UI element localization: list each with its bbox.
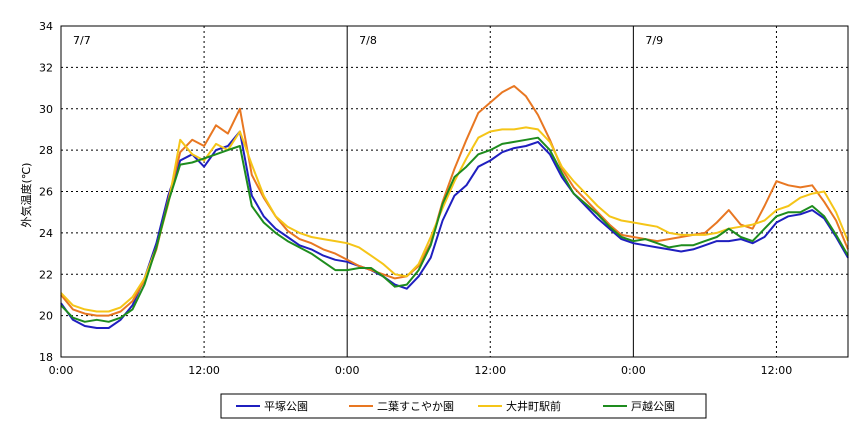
legend: 平塚公園 二葉すこやか園 大井町駅前 戸越公園 [236,399,675,413]
plot-area [60,25,849,358]
series-lines [60,85,849,329]
series-line-4 [60,136,849,323]
y-tick-label: 28 [39,144,53,157]
legend-label: 平塚公園 [264,400,308,413]
y-tick-label: 30 [39,103,53,116]
x-tick-label: 0:00 [335,364,360,377]
y-tick-label: 26 [39,186,53,199]
y-axis-label: 外気温度(℃) [19,163,33,228]
x-tick-label: 12:00 [188,364,220,377]
y-tick-labels: 18 20 22 24 26 28 30 32 34 [39,20,53,364]
series-line-2 [60,85,849,317]
legend-label: 戸越公園 [631,399,675,413]
day-label: 7/8 [359,34,377,47]
y-tick-label: 18 [39,351,53,364]
x-tick-label: 0:00 [621,364,646,377]
y-tick-label: 20 [39,310,53,323]
grid-lines [61,26,848,357]
y-tick-label: 22 [39,268,53,281]
y-tick-label: 32 [39,61,53,74]
day-labels: 7/7 7/8 7/9 [73,34,663,47]
y-tick-label: 34 [39,20,53,33]
legend-label: 大井町駅前 [506,399,561,413]
legend-label: 二葉すこやか園 [377,399,454,413]
x-tick-label: 0:00 [49,364,74,377]
x-tick-label: 12:00 [761,364,793,377]
day-label: 7/7 [73,34,91,47]
x-tick-labels: 0:00 12:00 0:00 12:00 0:00 12:00 [49,364,793,377]
series-line-3 [60,126,849,313]
day-label: 7/9 [645,34,663,47]
y-tick-label: 24 [39,227,53,240]
plot-frame [60,25,849,358]
x-tick-label: 12:00 [474,364,506,377]
